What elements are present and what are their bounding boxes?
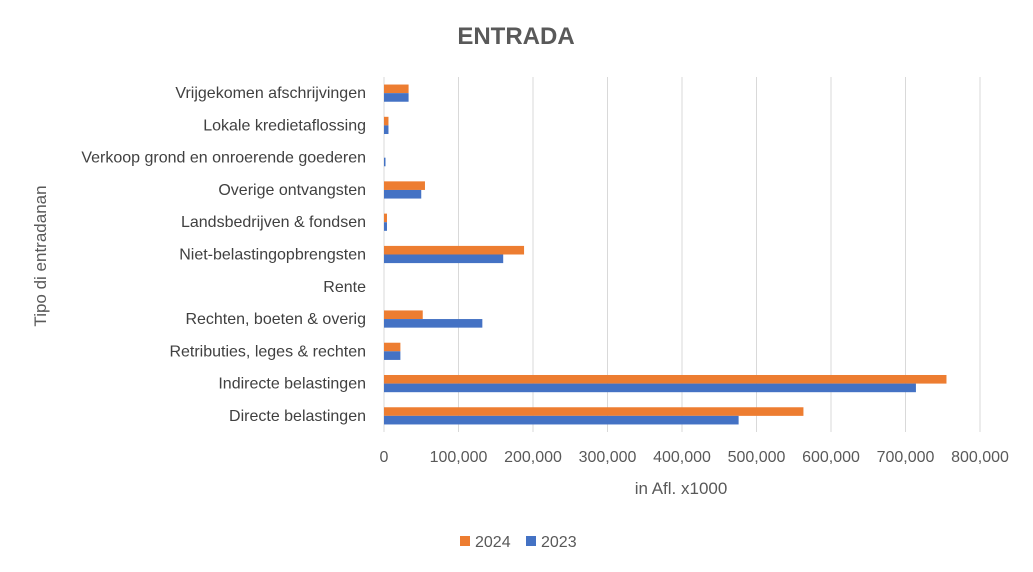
gridlines xyxy=(383,77,981,432)
bar-2024 xyxy=(384,407,804,416)
bar-2023 xyxy=(384,254,504,264)
x-tick-label: 100,000 xyxy=(430,449,488,466)
bars xyxy=(384,84,947,425)
x-axis-title: in Afl. x1000 xyxy=(635,479,728,498)
bar-2023 xyxy=(384,93,409,102)
category-label: Niet-belastingopbrengsten xyxy=(179,247,366,264)
category-label: Overige ontvangsten xyxy=(218,182,366,199)
x-tick-label: 700,000 xyxy=(877,449,935,466)
chart-title: ENTRADA xyxy=(457,23,574,50)
x-tick-label: 500,000 xyxy=(728,449,786,466)
bar-2023 xyxy=(384,383,916,393)
bar-2024 xyxy=(384,245,525,255)
x-tick-label: 0 xyxy=(380,449,389,466)
x-tick-label: 600,000 xyxy=(802,449,860,466)
bar-2024 xyxy=(384,84,409,94)
bar-2023 xyxy=(384,189,422,199)
x-tick-label: 800,000 xyxy=(951,449,1009,466)
y-axis-title: Tipo di entradanan xyxy=(31,185,50,326)
legend-label-2024: 2024 xyxy=(475,534,511,551)
bar-2024 xyxy=(384,374,947,384)
category-label: Verkoop grond en onroerende goederen xyxy=(81,150,366,167)
bar-2024 xyxy=(384,181,425,190)
category-label: Landsbedrijven & fondsen xyxy=(181,214,366,231)
bar-2023 xyxy=(384,125,389,135)
bar-2023 xyxy=(384,415,739,425)
bar-2023 xyxy=(384,222,387,231)
bar-2024 xyxy=(384,213,387,223)
legend: 2024 2023 xyxy=(460,534,577,551)
category-label: Vrijgekomen afschrijvingen xyxy=(175,85,366,102)
category-label: Rechten, boeten & overig xyxy=(185,311,366,328)
legend-swatch-2023 xyxy=(526,536,536,546)
bar-2024 xyxy=(384,342,401,352)
category-label: Indirecte belastingen xyxy=(218,376,366,393)
bar-2024 xyxy=(384,310,423,320)
category-label: Retributies, leges & rechten xyxy=(169,343,366,360)
category-label: Rente xyxy=(323,279,366,296)
x-tick-label: 400,000 xyxy=(653,449,711,466)
x-tick-label: 300,000 xyxy=(579,449,637,466)
legend-swatch-2024 xyxy=(460,536,470,546)
bar-2024 xyxy=(384,116,389,126)
bar-2023 xyxy=(384,319,483,328)
x-tick-label: 200,000 xyxy=(504,449,562,466)
bar-2023 xyxy=(384,157,386,167)
legend-label-2023: 2023 xyxy=(541,534,577,551)
category-label: Lokale kredietaflossing xyxy=(203,117,366,134)
x-tick-labels: 0 100,000 200,000 300,000 400,000 500,000 600,… xyxy=(380,449,1009,466)
category-labels: Vrijgekomen afschrijvingen Lokale krediet… xyxy=(81,85,366,425)
bar-2023 xyxy=(384,351,401,360)
category-label: Directe belastingen xyxy=(229,408,366,425)
